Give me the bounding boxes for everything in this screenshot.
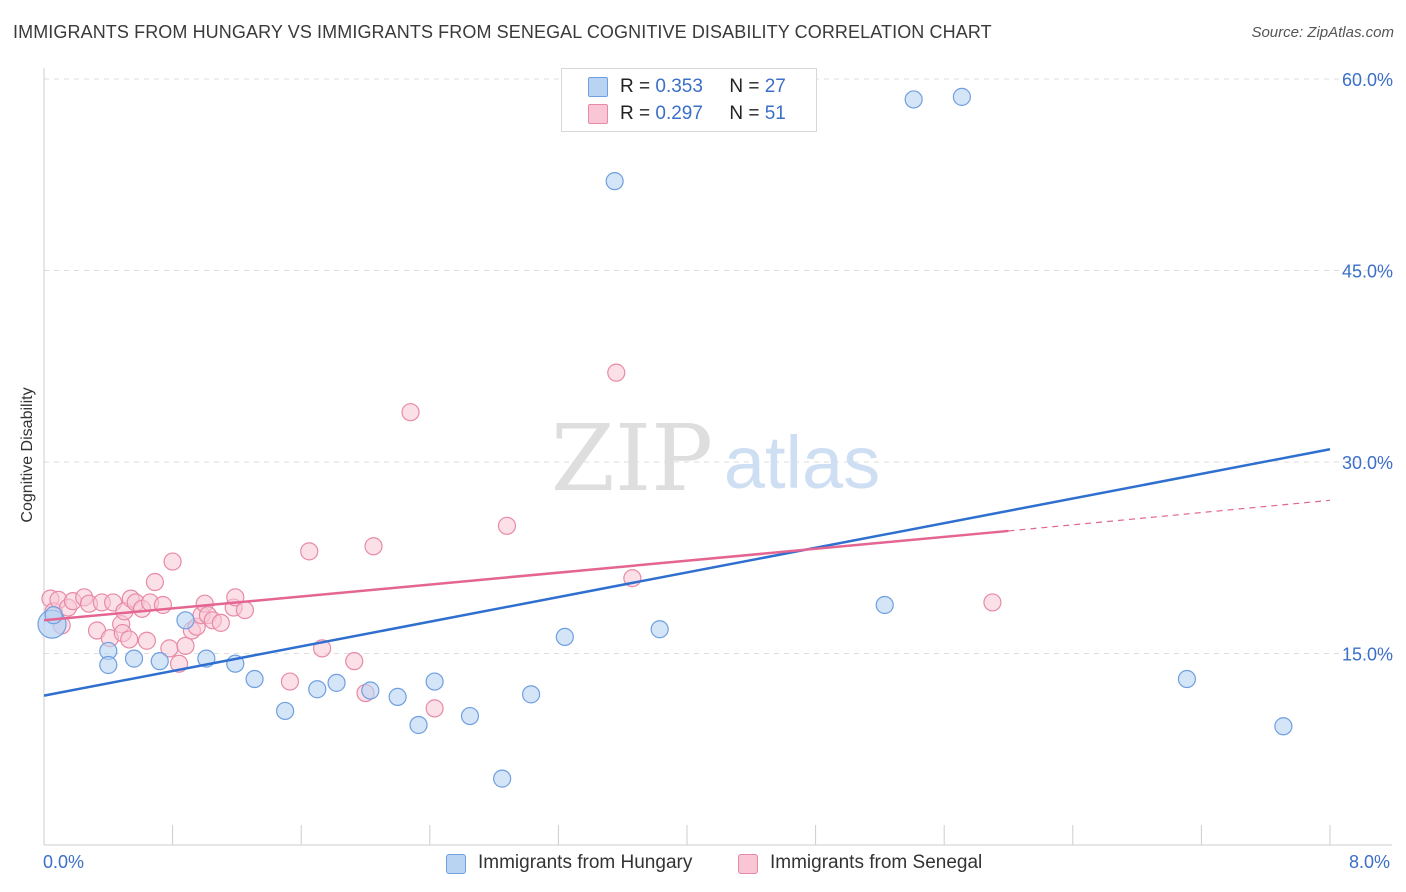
hungary-point: [361, 681, 380, 700]
watermark-atlas: atlas: [724, 421, 880, 504]
r-value: 0.353: [655, 76, 703, 97]
hungary-point: [460, 706, 480, 726]
hungary-trend-line: [43, 448, 1331, 697]
hungary-legend-label: Immigrants from Hungary: [478, 852, 693, 873]
hungary-point: [245, 669, 264, 689]
hungary-point: [308, 680, 327, 699]
hungary-point: [99, 655, 118, 675]
senegal-point: [163, 552, 182, 571]
hungary-point: [425, 672, 444, 691]
senegal-trend-extension: [1008, 499, 1331, 532]
hungary-point: [176, 611, 195, 630]
n-value: 27: [764, 76, 786, 97]
hungary-point: [521, 685, 541, 704]
senegal-point: [145, 572, 165, 592]
hungary-point: [493, 769, 512, 788]
x-tick-max: 8.0%: [1349, 852, 1391, 872]
y-tick-labels: 15.0% 30.0% 45.0% 60.0%: [1342, 70, 1393, 665]
hungary-point: [952, 87, 971, 106]
hungary-point: [605, 172, 624, 191]
trend-lines: [43, 448, 1331, 697]
hungary-point: [1274, 717, 1293, 736]
senegal-point: [401, 403, 420, 422]
y-tick-label: 15.0%: [1342, 645, 1393, 665]
hungary-point: [150, 652, 169, 671]
senegal-legend-swatch: [738, 854, 758, 874]
correlation-legend: R = 0.353 N = 27 R = 0.297 N = 51: [561, 68, 817, 132]
axes: [43, 68, 1392, 846]
source-credit: Source: ZipAtlas.com: [1251, 24, 1394, 41]
senegal-point: [280, 672, 300, 691]
chart-title: IMMIGRANTS FROM HUNGARY VS IMMIGRANTS FR…: [13, 22, 992, 42]
n-value: 51: [764, 103, 786, 124]
hungary-point: [555, 627, 574, 647]
senegal-trend-line: [43, 529, 1009, 622]
hungary-point: [388, 687, 407, 707]
r-label: R =: [620, 103, 651, 124]
hungary-point: [650, 620, 669, 639]
hungary-point: [409, 715, 428, 735]
watermark-zip: ZIP: [551, 405, 713, 512]
senegal-point: [235, 600, 255, 620]
senegal-point: [497, 516, 517, 535]
hungary-point: [327, 673, 346, 692]
r-label: R =: [620, 76, 651, 97]
senegal-point: [983, 593, 1002, 612]
watermark: ZIP atlas: [551, 405, 880, 512]
senegal-point: [364, 537, 383, 556]
senegal-point: [607, 363, 626, 382]
senegal-stats: R = 0.297 N = 51: [620, 103, 786, 125]
senegal-point: [425, 699, 444, 718]
hungary-points: [37, 87, 1293, 788]
senegal-point: [120, 630, 139, 649]
senegal-point: [300, 542, 319, 561]
y-tick-label: 60.0%: [1342, 70, 1393, 90]
y-tick-label: 45.0%: [1342, 262, 1393, 282]
senegal-point: [211, 613, 230, 632]
hungary-stats: R = 0.353 N = 27: [620, 76, 786, 98]
hungary-point: [904, 90, 923, 109]
senegal-legend-label: Immigrants from Senegal: [770, 852, 983, 873]
senegal-point: [137, 631, 156, 650]
senegal-points: [41, 363, 1002, 718]
n-label: N =: [729, 76, 760, 97]
senegal-point: [345, 652, 364, 671]
hungary-point: [875, 595, 894, 615]
senegal-swatch: [588, 104, 608, 124]
senegal-point: [176, 636, 195, 655]
r-value: 0.297: [655, 103, 703, 124]
x-tick-min: 0.0%: [43, 852, 85, 872]
hungary-point: [1177, 669, 1197, 689]
y-tick-label: 30.0%: [1342, 453, 1393, 473]
hungary-swatch: [588, 77, 608, 97]
hungary-point: [124, 649, 144, 668]
hungary-point: [276, 701, 295, 721]
hungary-legend-swatch: [446, 854, 466, 874]
n-label: N =: [729, 103, 760, 124]
